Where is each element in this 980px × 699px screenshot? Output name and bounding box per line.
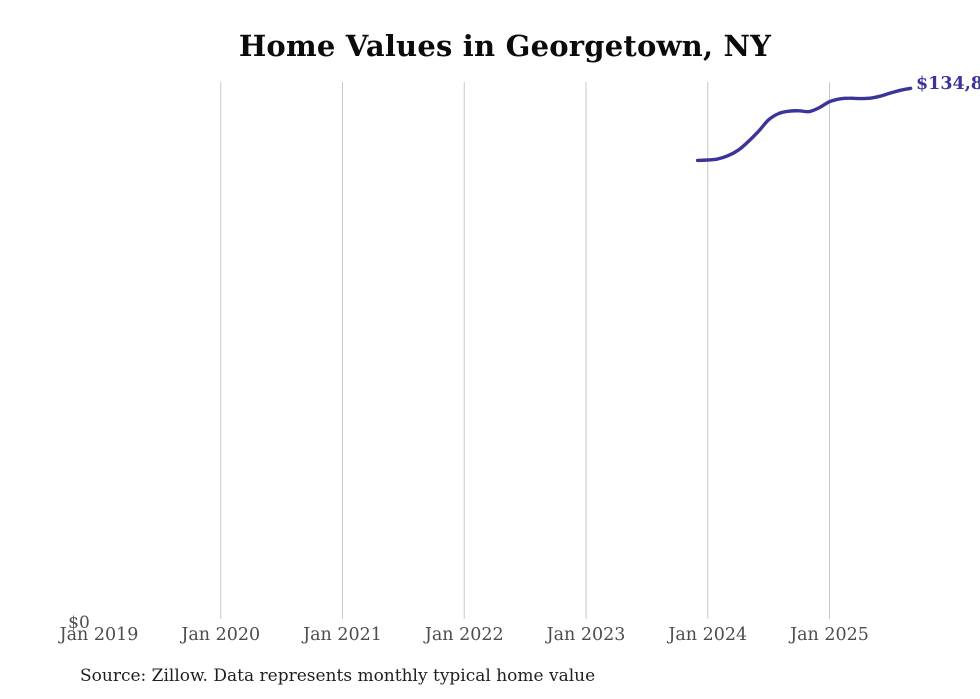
x-axis-tick-label: Jan 2025 — [790, 625, 869, 645]
y-axis-zero-label: $0 — [68, 613, 90, 633]
latest-value-label: $134,89 — [916, 74, 980, 94]
gridlines — [220, 82, 830, 619]
home-value-line-series — [695, 86, 913, 163]
chart-title: Home Values in Georgetown, NY — [238, 29, 772, 63]
source-note: Source: Zillow. Data represents monthly … — [80, 666, 596, 686]
x-axis-tick-label: Jan 2019 — [59, 625, 139, 645]
x-axis-tick-label: Jan 2021 — [303, 625, 382, 645]
x-axis-tick-label: Jan 2023 — [546, 625, 626, 645]
x-axis-tick-label: Jan 2022 — [424, 625, 504, 645]
x-axis-tick-label: Jan 2020 — [181, 625, 261, 645]
x-axis-tick-label: Jan 2024 — [668, 625, 748, 645]
